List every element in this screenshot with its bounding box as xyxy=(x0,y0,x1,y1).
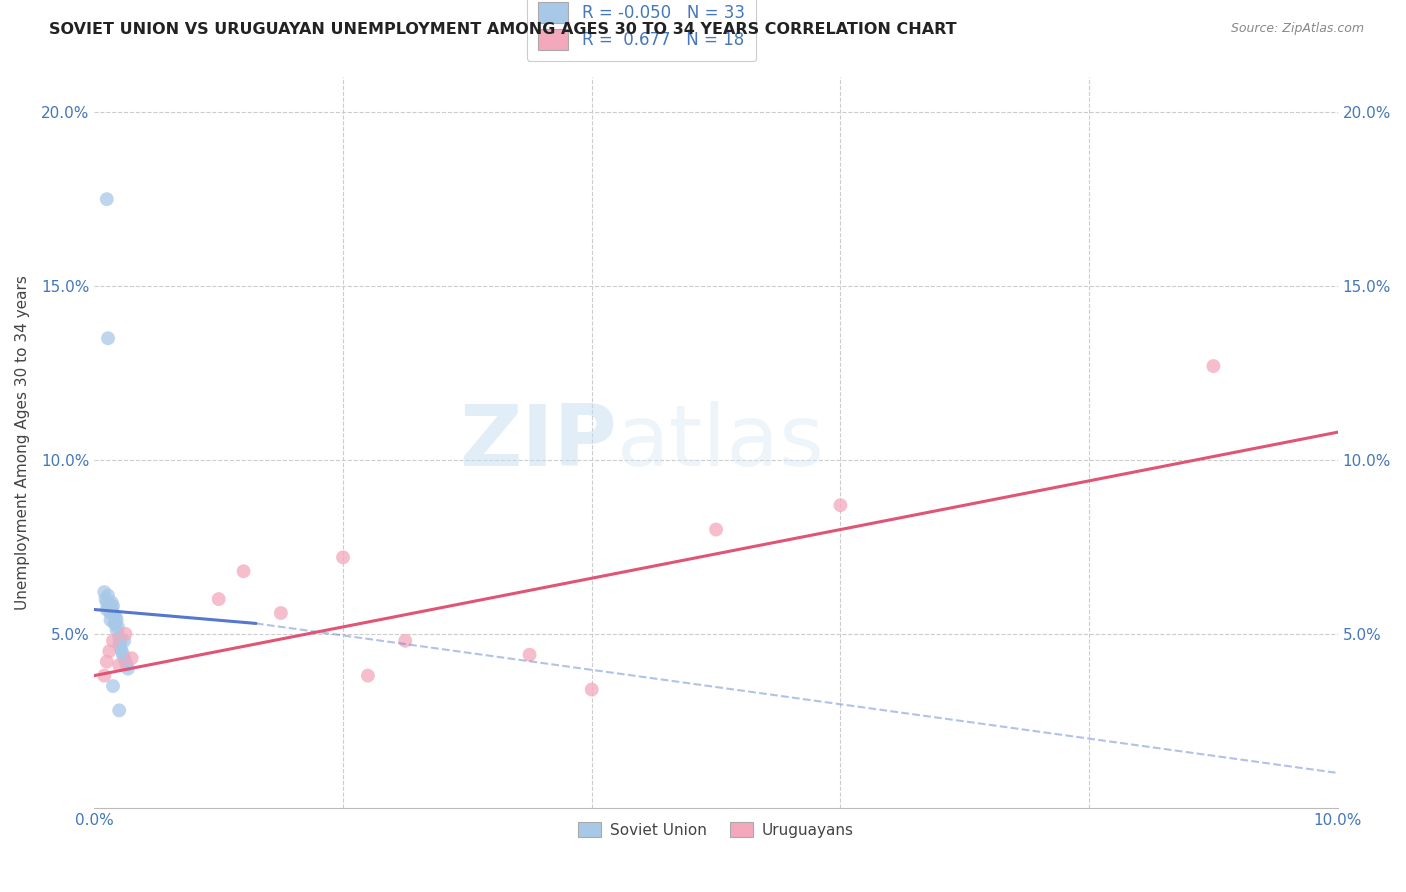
Point xyxy=(110,633,132,648)
Point xyxy=(105,613,128,627)
Point xyxy=(96,655,118,669)
Point xyxy=(104,609,127,624)
Point xyxy=(108,658,131,673)
Point xyxy=(1202,359,1225,373)
Point xyxy=(100,606,122,620)
Point xyxy=(100,602,122,616)
Point xyxy=(270,606,292,620)
Text: Source: ZipAtlas.com: Source: ZipAtlas.com xyxy=(1230,22,1364,36)
Point xyxy=(114,655,136,669)
Point xyxy=(108,631,131,645)
Point xyxy=(105,624,128,638)
Legend: Soviet Union, Uruguayans: Soviet Union, Uruguayans xyxy=(572,815,860,844)
Point xyxy=(100,596,122,610)
Text: ZIP: ZIP xyxy=(458,401,617,484)
Point xyxy=(96,602,118,616)
Point xyxy=(104,616,127,631)
Point xyxy=(117,662,139,676)
Point xyxy=(94,592,117,607)
Point xyxy=(112,633,135,648)
Point xyxy=(111,644,134,658)
Point xyxy=(704,523,727,537)
Point xyxy=(830,498,852,512)
Point xyxy=(519,648,541,662)
Point xyxy=(581,682,603,697)
Point xyxy=(98,644,121,658)
Point xyxy=(97,589,120,603)
Point xyxy=(332,550,354,565)
Point xyxy=(110,640,132,655)
Point xyxy=(108,703,131,717)
Point xyxy=(232,564,254,578)
Point xyxy=(103,616,125,631)
Point xyxy=(108,637,131,651)
Y-axis label: Unemployment Among Ages 30 to 34 years: Unemployment Among Ages 30 to 34 years xyxy=(15,275,30,610)
Text: atlas: atlas xyxy=(617,401,824,484)
Point xyxy=(114,627,136,641)
Point xyxy=(357,668,380,682)
Point xyxy=(107,620,129,634)
Point xyxy=(93,585,115,599)
Point xyxy=(101,679,124,693)
Point xyxy=(101,599,124,613)
Point xyxy=(111,648,134,662)
Point xyxy=(96,192,118,206)
Point xyxy=(115,658,138,673)
Point xyxy=(98,599,121,613)
Point xyxy=(208,592,231,607)
Point xyxy=(112,651,135,665)
Point xyxy=(97,331,120,345)
Point xyxy=(96,596,118,610)
Point xyxy=(101,606,124,620)
Point xyxy=(101,633,124,648)
Text: SOVIET UNION VS URUGUAYAN UNEMPLOYMENT AMONG AGES 30 TO 34 YEARS CORRELATION CHA: SOVIET UNION VS URUGUAYAN UNEMPLOYMENT A… xyxy=(49,22,957,37)
Point xyxy=(394,633,416,648)
Point xyxy=(93,668,115,682)
Point xyxy=(121,651,143,665)
Point xyxy=(100,613,122,627)
